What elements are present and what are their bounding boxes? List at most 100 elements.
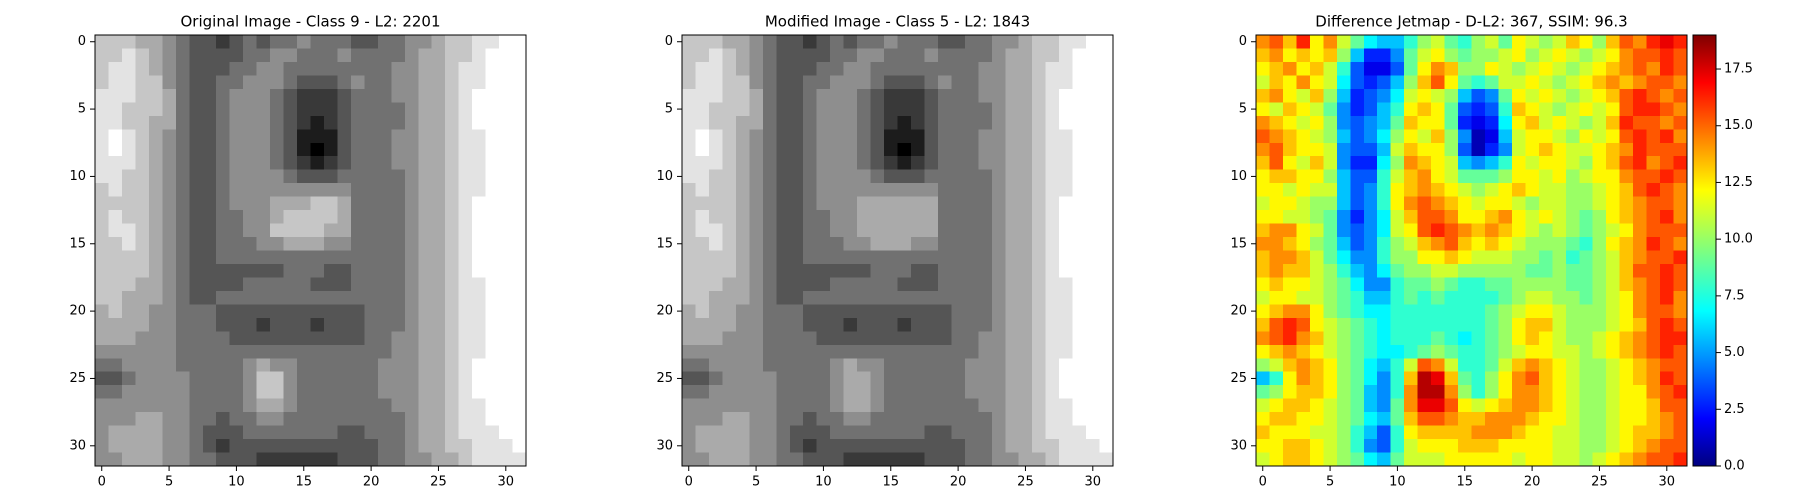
cell	[1525, 210, 1540, 224]
cell	[749, 331, 764, 346]
cell	[1660, 237, 1674, 251]
cell	[1525, 385, 1540, 400]
cell	[1484, 142, 1499, 157]
cell	[121, 452, 136, 467]
cell	[1538, 196, 1553, 211]
cell	[364, 385, 379, 400]
cell	[951, 439, 966, 453]
cell	[1390, 452, 1405, 467]
cell	[1336, 237, 1351, 251]
cell	[951, 48, 966, 63]
cell	[1458, 88, 1472, 103]
cell	[1646, 129, 1661, 144]
cell	[297, 317, 311, 332]
cell	[789, 61, 804, 76]
cell	[485, 129, 500, 144]
cell	[1511, 129, 1526, 144]
cell	[897, 425, 912, 440]
cell	[323, 169, 338, 184]
cell	[1633, 385, 1647, 400]
cell	[512, 88, 527, 103]
cell	[1660, 61, 1674, 76]
cell	[843, 439, 858, 453]
cell	[1363, 331, 1378, 346]
cell	[964, 48, 979, 63]
cell	[1377, 223, 1392, 238]
cell	[978, 88, 993, 103]
cell	[1045, 263, 1060, 278]
cell	[148, 156, 163, 171]
cell	[1633, 61, 1647, 76]
cell	[148, 88, 163, 103]
cell	[350, 156, 365, 171]
cell	[162, 88, 177, 103]
cell	[404, 385, 419, 400]
cell	[175, 344, 190, 359]
cell	[897, 75, 912, 90]
cell	[391, 48, 406, 63]
cell	[1377, 425, 1392, 440]
colorbar-tick-label: 0.0	[1724, 459, 1745, 474]
cell	[1660, 102, 1674, 117]
cell	[1404, 263, 1419, 278]
x-tick-label: 30	[498, 475, 515, 490]
cell	[1673, 169, 1688, 184]
cell	[1282, 61, 1297, 76]
cell	[762, 317, 777, 332]
cell	[1458, 156, 1472, 171]
cell	[229, 223, 244, 238]
cell	[377, 183, 392, 198]
cell	[472, 237, 486, 251]
cell	[1552, 129, 1567, 144]
cell	[175, 129, 190, 144]
cell	[1005, 412, 1020, 426]
cell	[884, 88, 898, 103]
cell	[1444, 385, 1459, 400]
cell	[803, 439, 818, 453]
cell	[964, 398, 979, 413]
cell	[776, 75, 791, 90]
cell	[323, 237, 338, 251]
cell	[682, 156, 696, 171]
cell	[789, 358, 804, 373]
cell	[1363, 88, 1378, 103]
cell	[1646, 317, 1661, 332]
cell	[682, 290, 696, 305]
cell	[937, 102, 952, 117]
cell	[762, 61, 777, 76]
cell	[870, 317, 885, 332]
cell	[1458, 425, 1472, 440]
cell	[243, 290, 258, 305]
cell	[1059, 250, 1073, 265]
cell	[1099, 237, 1114, 251]
cell	[95, 169, 109, 184]
cell	[803, 263, 818, 278]
cell	[485, 156, 500, 171]
cell	[830, 142, 845, 157]
cell	[1565, 210, 1580, 224]
cell	[1538, 35, 1553, 49]
cell	[776, 371, 791, 386]
cell	[364, 115, 379, 130]
cell	[1059, 344, 1073, 359]
panel-title: Original Image - Class 9 - L2: 2201	[180, 13, 440, 31]
cell	[1458, 48, 1472, 63]
cell	[1282, 412, 1297, 426]
cell	[162, 317, 177, 332]
cell	[1633, 102, 1647, 117]
cell	[1363, 169, 1378, 184]
cell	[297, 102, 311, 117]
cell	[418, 102, 433, 117]
cell	[1552, 61, 1567, 76]
cell	[135, 129, 150, 144]
cell	[1579, 35, 1594, 49]
cell	[897, 156, 912, 171]
cell	[216, 48, 231, 63]
cell	[789, 263, 804, 278]
cell	[1417, 223, 1432, 238]
cell	[189, 439, 204, 453]
cell	[762, 196, 777, 211]
cell	[1511, 425, 1526, 440]
cell	[978, 210, 993, 224]
cell	[135, 263, 150, 278]
